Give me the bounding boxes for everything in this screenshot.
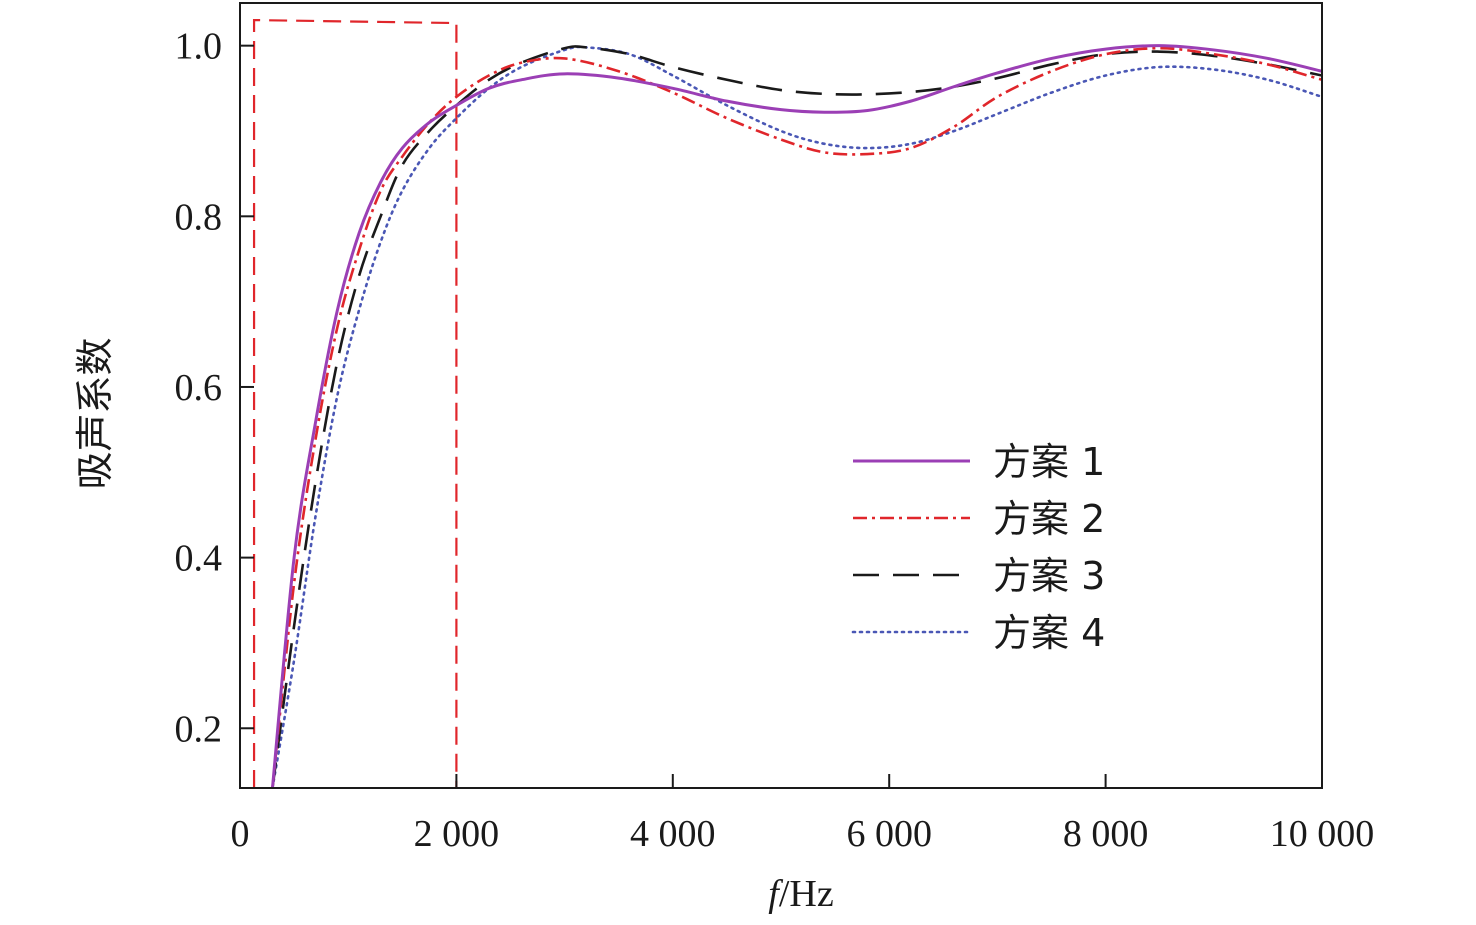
x-tick-label: 2 000: [414, 813, 500, 855]
y-tick-label: 0.8: [175, 196, 223, 238]
legend-label-3: 方案 3: [993, 554, 1105, 598]
series-line-1: [270, 44, 1322, 788]
axis-titles: f/Hz 吸声系数: [73, 337, 834, 915]
x-tick-label: 10 000: [1270, 813, 1375, 855]
x-tick-label: 8 000: [1063, 813, 1149, 855]
highlight-band-layer: [252, 18, 458, 788]
highlight-band-outline: [252, 18, 458, 788]
y-tick-label: 1.0: [175, 26, 223, 68]
plot-frame: [239, 2, 1323, 789]
x-tick-label: 4 000: [630, 813, 716, 855]
legend: 方案 1 方案 2 方案 3 方案 4: [851, 440, 1105, 655]
tick-layer: 0 2 000 4 000 6 000 8 000 10 000 0.2 0.4 0.6 0.8 1…: [175, 26, 1375, 855]
x-axis-title: f/Hz: [768, 873, 833, 915]
y-axis-title: 吸声系数: [73, 337, 117, 489]
y-tick-label: 0.4: [175, 538, 223, 580]
y-tick-label: 0.6: [175, 367, 223, 409]
x-tick-label: 6 000: [846, 813, 932, 855]
series-line-3: [271, 45, 1322, 788]
legend-label-2: 方案 2: [993, 497, 1105, 541]
series-layer: [270, 44, 1322, 788]
series-line-2: [271, 46, 1322, 788]
y-tick-label: 0.2: [175, 708, 223, 750]
x-tick-label: 0: [231, 813, 250, 855]
legend-label-4: 方案 4: [993, 611, 1105, 655]
legend-label-1: 方案 1: [993, 440, 1105, 484]
series-line-4: [271, 45, 1322, 788]
x-axis-title-unit: /Hz: [779, 873, 834, 915]
